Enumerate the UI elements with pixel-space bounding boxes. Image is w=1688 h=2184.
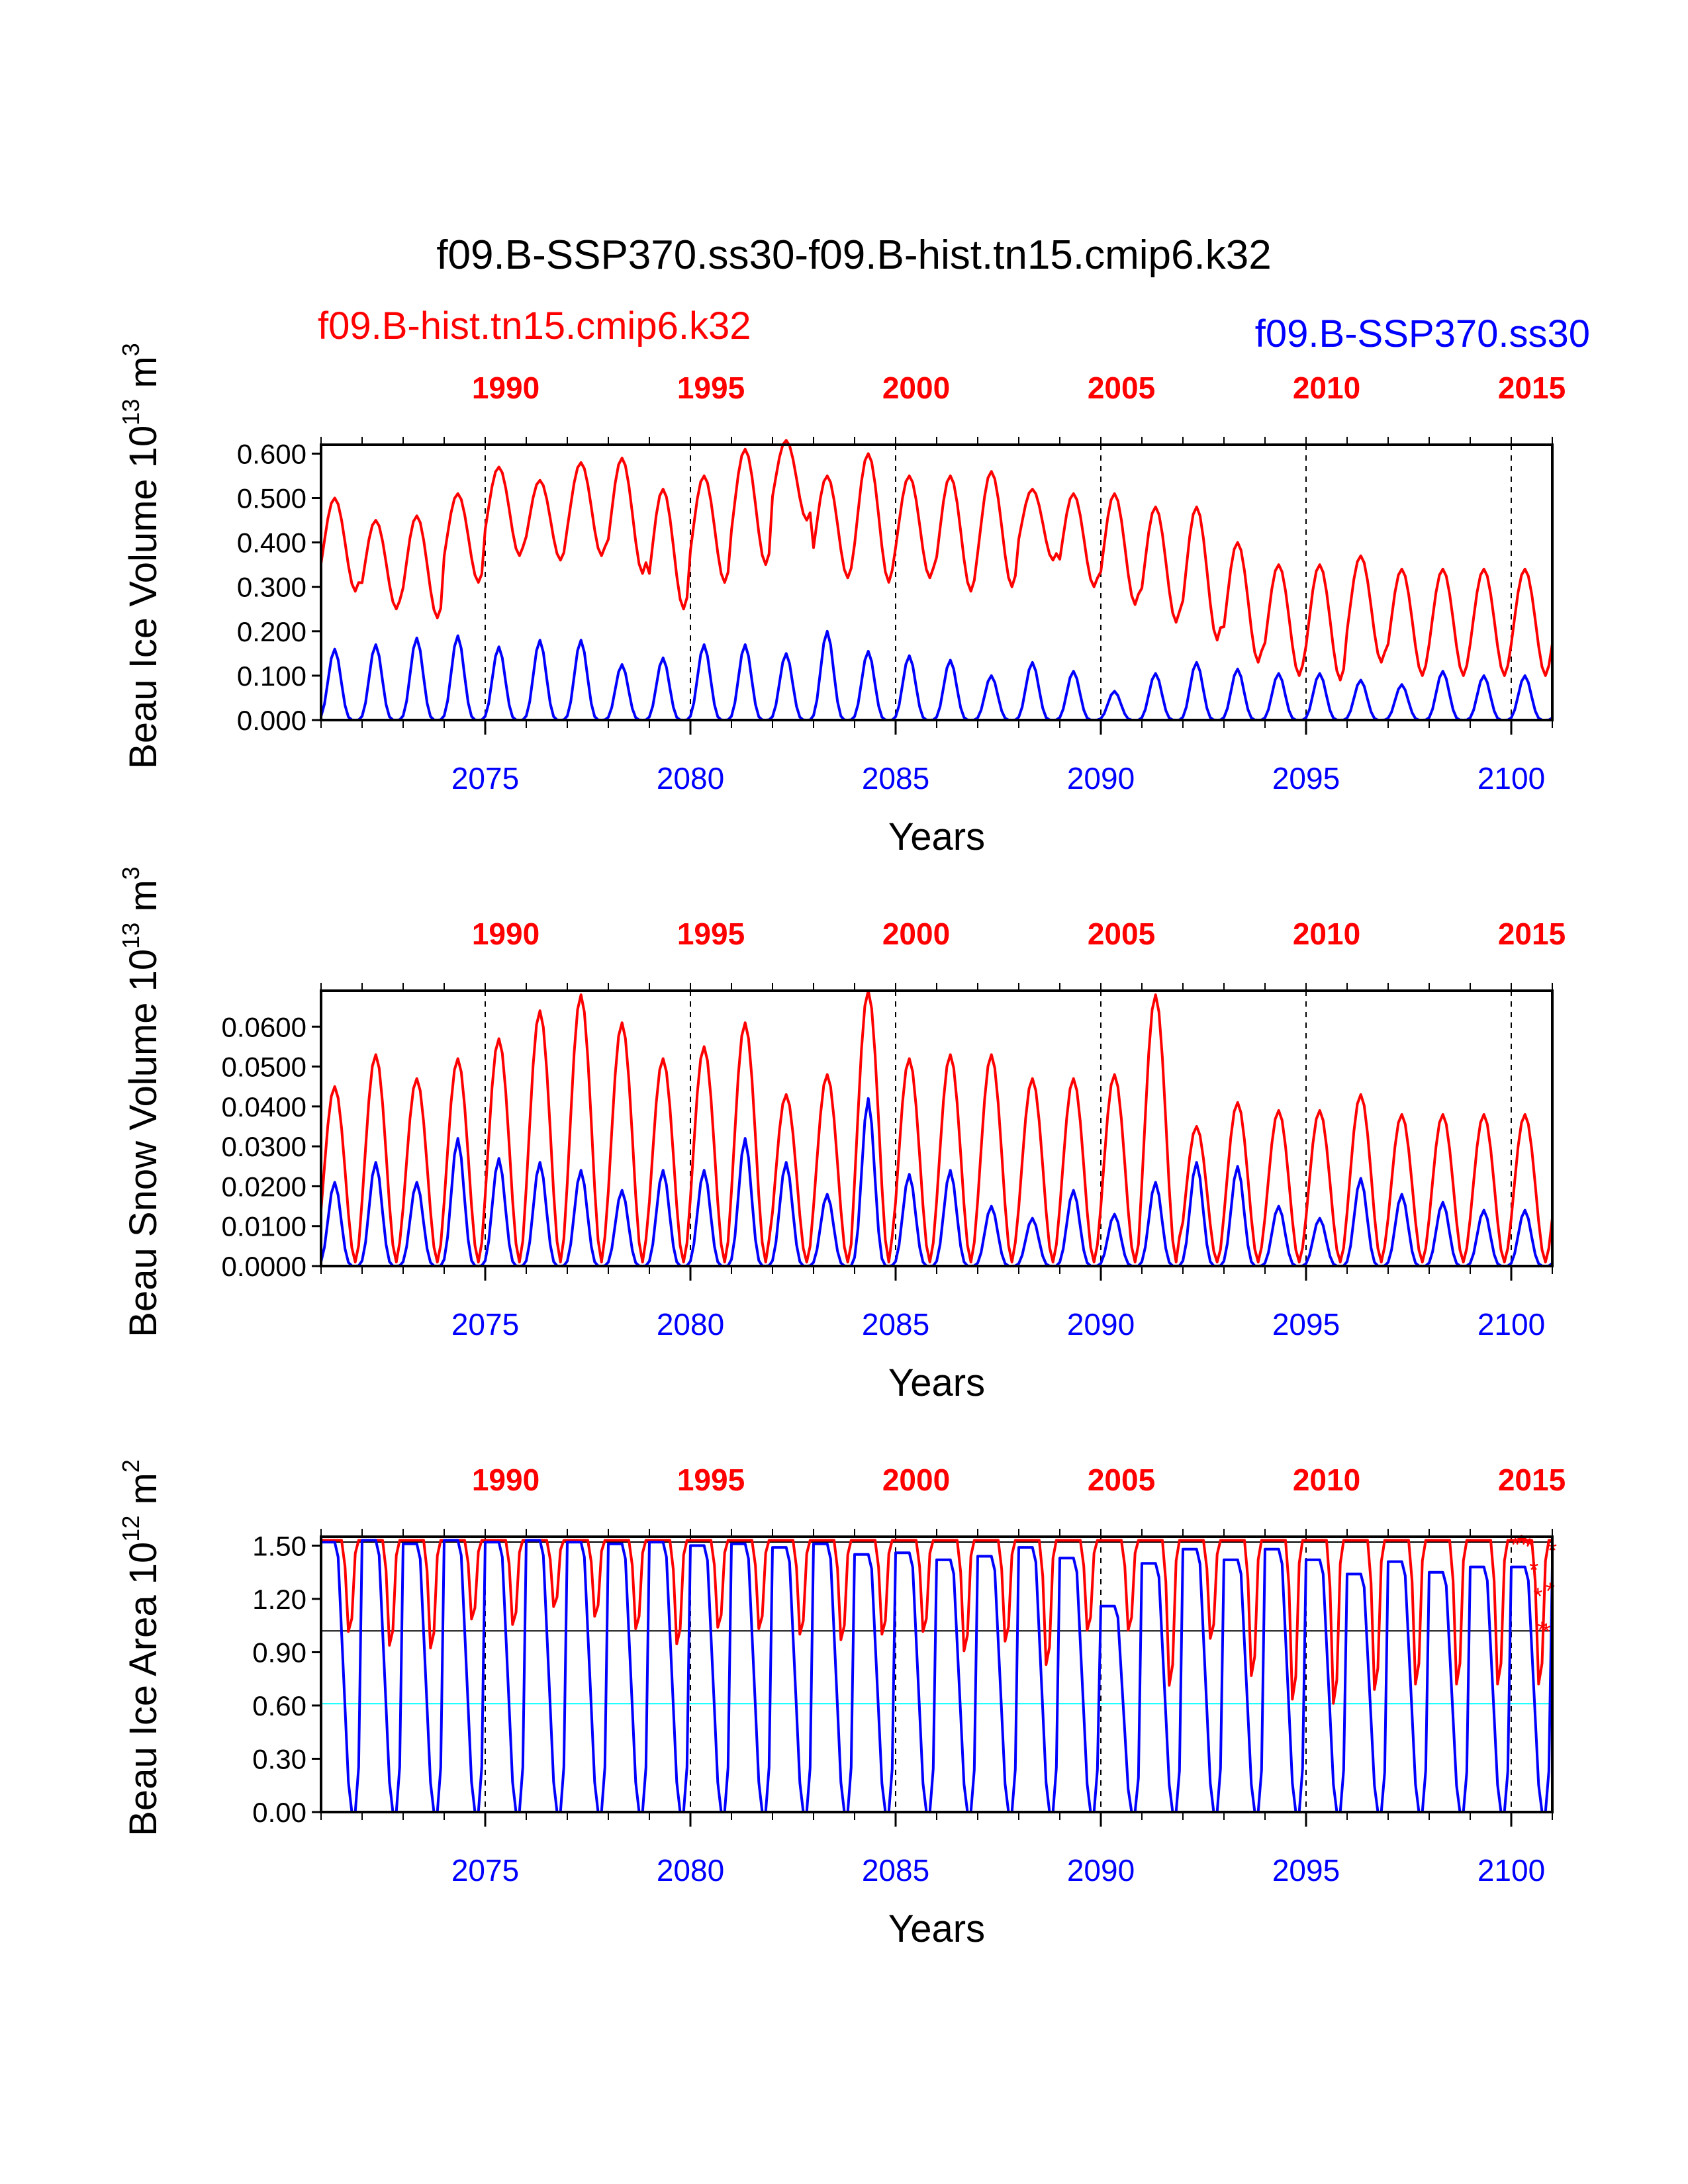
y-tick-label: 0.0100 bbox=[222, 1211, 306, 1242]
x-tick-label: 2100 bbox=[1477, 761, 1545, 796]
top-axis-label: 1990 bbox=[472, 1463, 539, 1497]
top-axis-label: 1990 bbox=[472, 371, 539, 405]
top-axis-label: 2015 bbox=[1498, 1463, 1566, 1497]
top-axis-label: 2000 bbox=[882, 1463, 950, 1497]
y-tick-label: 0.0600 bbox=[222, 1011, 306, 1042]
y-tick-label: 0.500 bbox=[237, 483, 306, 514]
legend-label-blue: f09.B-SSP370.ss30 bbox=[1255, 312, 1590, 355]
y-tick-label: 0.0500 bbox=[222, 1052, 306, 1083]
top-axis-label: 1995 bbox=[677, 917, 745, 951]
y-tick-label: 0.400 bbox=[237, 527, 306, 559]
top-axis-label: 2005 bbox=[1088, 917, 1155, 951]
y-tick-label: 1.50 bbox=[252, 1530, 306, 1561]
top-axis-label: 2010 bbox=[1293, 371, 1360, 405]
series-line-blue bbox=[320, 1097, 1554, 1267]
y-tick-label: 0.00 bbox=[252, 1797, 306, 1828]
top-axis-label: 2000 bbox=[882, 917, 950, 951]
x-tick-label: 2100 bbox=[1477, 1307, 1545, 1342]
y-tick-label: 0.600 bbox=[237, 438, 306, 469]
top-axis-label: 2000 bbox=[882, 371, 950, 405]
top-axis-label: 2005 bbox=[1088, 1463, 1155, 1497]
x-tick-label: 2085 bbox=[862, 1307, 929, 1342]
marker-point: * bbox=[1525, 1533, 1534, 1560]
top-axis-label: 2010 bbox=[1293, 917, 1360, 951]
x-axis-title: Years bbox=[888, 1907, 985, 1950]
marker-point: * bbox=[1542, 1618, 1551, 1645]
y-tick-label: 1.20 bbox=[252, 1584, 306, 1615]
y-axis-title: Beau Ice Volume 1013 m3 bbox=[117, 343, 165, 769]
x-tick-label: 2080 bbox=[657, 761, 724, 796]
y-tick-label: 0.0000 bbox=[222, 1251, 306, 1282]
y-tick-label: 0.100 bbox=[237, 660, 306, 692]
series-line-red bbox=[320, 439, 1554, 682]
series-line-red bbox=[320, 989, 1554, 1263]
x-tick-label: 2075 bbox=[451, 761, 519, 796]
x-tick-label: 2085 bbox=[862, 1853, 929, 1888]
x-tick-label: 2085 bbox=[862, 761, 929, 796]
panel-snow-volume: 0.0000 0.0100 0.0200 0.0300 0.0400 0.0500 0.06… bbox=[117, 866, 1566, 1404]
legend-label-red: f09.B-hist.tn15.cmip6.k32 bbox=[318, 304, 751, 347]
x-tick-label: 2095 bbox=[1272, 761, 1340, 796]
x-tick-label: 2095 bbox=[1272, 1307, 1340, 1342]
x-tick-label: 2090 bbox=[1067, 761, 1135, 796]
x-tick-label: 2100 bbox=[1477, 1853, 1545, 1888]
y-tick-label: 0.30 bbox=[252, 1743, 306, 1774]
y-axis-title: Beau Ice Area 1012 m2 bbox=[117, 1459, 165, 1837]
series-line-blue bbox=[320, 629, 1554, 721]
y-tick-label: 0.0400 bbox=[222, 1091, 306, 1122]
top-axis-label: 2005 bbox=[1088, 371, 1155, 405]
y-axis-title: Beau Snow Volume 1013 m3 bbox=[117, 866, 165, 1337]
marker-point: * bbox=[1529, 1556, 1538, 1583]
top-axis-label: 2015 bbox=[1498, 371, 1566, 405]
y-tick-label: 0.60 bbox=[252, 1690, 306, 1721]
series-line-blue bbox=[321, 1539, 1554, 1813]
x-tick-label: 2080 bbox=[657, 1307, 724, 1342]
y-tick-label: 0.200 bbox=[237, 616, 306, 647]
x-tick-label: 2075 bbox=[451, 1853, 519, 1888]
marker-point: * bbox=[1533, 1583, 1542, 1610]
x-axis-title: Years bbox=[888, 1361, 985, 1404]
y-tick-label: 0.0200 bbox=[222, 1171, 306, 1202]
x-tick-label: 2080 bbox=[657, 1853, 724, 1888]
top-axis-label: 1995 bbox=[677, 1463, 745, 1497]
y-tick-label: 0.000 bbox=[237, 705, 306, 736]
x-tick-label: 2090 bbox=[1067, 1307, 1135, 1342]
top-axis-label: 1995 bbox=[677, 371, 745, 405]
y-tick-label: 0.0300 bbox=[222, 1131, 306, 1162]
x-tick-label: 2075 bbox=[451, 1307, 519, 1342]
top-axis-label: 1990 bbox=[472, 917, 539, 951]
x-tick-label: 2090 bbox=[1067, 1853, 1135, 1888]
panel-ice-volume: 0.000 0.100 0.200 0.300 0.400 0.500 0.600 2075 2… bbox=[117, 343, 1566, 858]
x-axis-title: Years bbox=[888, 815, 985, 858]
y-tick-label: 0.300 bbox=[237, 572, 306, 603]
top-axis-label: 2015 bbox=[1498, 917, 1566, 951]
top-axis-label: 2010 bbox=[1293, 1463, 1360, 1497]
marker-point: * bbox=[1537, 1617, 1546, 1644]
x-tick-label: 2095 bbox=[1272, 1853, 1340, 1888]
y-tick-label: 0.90 bbox=[252, 1637, 306, 1668]
figure-title: f09.B-SSP370.ss30-f09.B-hist.tn15.cmip6.… bbox=[436, 232, 1271, 278]
